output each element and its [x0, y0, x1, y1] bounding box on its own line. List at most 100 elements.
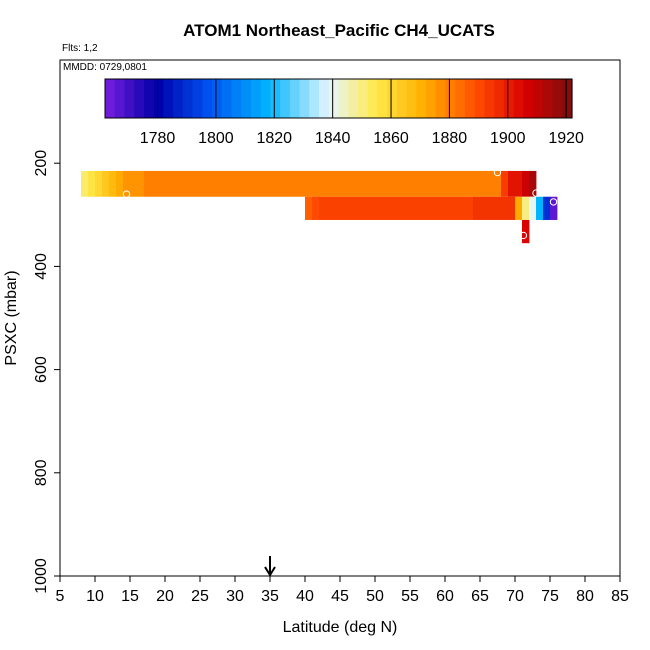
- x-tick-label: 40: [296, 588, 314, 605]
- data-cell: [312, 196, 320, 220]
- colorbar-segment: [484, 79, 495, 118]
- colorbar-segment: [143, 79, 155, 118]
- x-tick-label: 35: [261, 588, 279, 605]
- x-tick-label: 30: [226, 588, 244, 605]
- x-tick-label: 80: [576, 588, 594, 605]
- colorbar-segment: [153, 79, 164, 118]
- colorbar-tick-label: 1800: [198, 130, 234, 147]
- colorbar-segment: [426, 79, 437, 118]
- x-axis-label: Latitude (deg N): [283, 619, 398, 636]
- colorbar-segment: [280, 79, 291, 118]
- colorbar-segment: [494, 79, 505, 118]
- data-cell: [515, 196, 523, 220]
- colorbar-segment: [367, 79, 379, 118]
- x-tick-label: 55: [401, 588, 419, 605]
- colorbar: [104, 78, 573, 119]
- colorbar-segment: [377, 79, 388, 118]
- colorbar-segment: [241, 79, 252, 118]
- x-tick-label: 85: [611, 588, 629, 605]
- chart-title: ATOM1 Northeast_Pacific CH4_UCATS: [183, 21, 495, 40]
- y-tick-label: 600: [33, 356, 50, 383]
- colorbar-segment: [182, 79, 194, 118]
- marker-arrow-head: [264, 566, 276, 577]
- x-tick-label: 70: [506, 588, 524, 605]
- data-cell: [522, 196, 530, 220]
- x-tick-label: 10: [86, 588, 104, 605]
- x-tick-label: 50: [366, 588, 384, 605]
- x-tick-label: 45: [331, 588, 349, 605]
- data-cell: [102, 170, 110, 197]
- colorbar-tick-label: 1780: [140, 130, 176, 147]
- data-cell: [116, 170, 124, 197]
- colorbar-segment: [328, 79, 340, 118]
- colorbar-segment: [464, 79, 476, 118]
- data-cells: [81, 170, 558, 244]
- colorbar-segment: [309, 79, 320, 118]
- colorbar-segment: [562, 79, 573, 118]
- data-cell: [88, 170, 96, 197]
- y-tick-label: 200: [33, 150, 50, 177]
- data-cell: [95, 170, 103, 197]
- colorbar-segment: [163, 79, 174, 118]
- colorbar-segment: [513, 79, 524, 118]
- colorbar-segment: [192, 79, 203, 118]
- colorbar-segment: [445, 79, 456, 118]
- data-cell: [144, 170, 502, 197]
- y-axis-label: PSXC (mbar): [3, 270, 20, 365]
- data-cell: [529, 196, 537, 220]
- data-cell: [305, 196, 313, 220]
- x-tick-label: 25: [191, 588, 209, 605]
- colorbar-segment: [114, 79, 126, 118]
- data-cell: [536, 196, 544, 220]
- colorbar-segment: [435, 79, 447, 118]
- data-cell: [550, 196, 558, 220]
- colorbar-segment: [387, 79, 398, 118]
- data-cell: [543, 196, 551, 220]
- data-cell: [508, 170, 523, 197]
- data-cell: [109, 170, 117, 197]
- x-tick-label: 20: [156, 588, 174, 605]
- x-tick-label: 75: [541, 588, 559, 605]
- colorbar-tick-label: 1820: [256, 130, 292, 147]
- colorbar-segment: [134, 79, 145, 118]
- colorbar-segment: [455, 79, 466, 118]
- colorbar-segment: [523, 79, 534, 118]
- y-axis: 200 400 600 800 1000: [33, 150, 60, 594]
- colorbar-segment: [406, 79, 417, 118]
- data-cell: [123, 170, 145, 197]
- data-point: [549, 198, 558, 206]
- x-axis: 5 10 15 20 25 30 35 40 45 50 55 60 65 70 75 80 85: [56, 576, 629, 605]
- colorbar-segment: [231, 79, 242, 118]
- data-point: [122, 190, 131, 198]
- colorbar-segment: [348, 79, 359, 118]
- colorbar-segment: [503, 79, 515, 118]
- colorbar-segment: [533, 79, 544, 118]
- colorbar-segment: [270, 79, 281, 118]
- data-cell: [522, 170, 530, 197]
- colorbar-ticks: 1780 1800 1820 1840 1860 1880 1900 1920: [140, 79, 584, 147]
- data-cell: [473, 196, 516, 220]
- colorbar-segment: [299, 79, 310, 118]
- colorbar-tick-label: 1880: [432, 130, 468, 147]
- colorbar-segment: [542, 79, 554, 118]
- colorbar-tick-label: 1860: [373, 130, 409, 147]
- data-cell: [522, 219, 530, 244]
- latitude-marker: [264, 556, 276, 577]
- colorbar-segment: [221, 79, 233, 118]
- colorbar-segment: [319, 79, 330, 118]
- colorbar-segment: [173, 79, 184, 118]
- date-note: MMDD: 0729,0801: [63, 62, 147, 73]
- colorbar-segment: [105, 79, 116, 118]
- data-point: [519, 231, 528, 240]
- y-tick-label: 800: [33, 459, 50, 486]
- colorbar-segment: [357, 79, 369, 118]
- flights-note: Flts: 1,2: [62, 43, 98, 54]
- colorbar-frame: [104, 78, 573, 119]
- y-tick-label: 400: [33, 253, 50, 280]
- x-tick-label: 5: [56, 588, 65, 605]
- colorbar-segment: [289, 79, 301, 118]
- x-tick-label: 60: [436, 588, 454, 605]
- data-point: [493, 168, 502, 177]
- colorbar-segment: [474, 79, 486, 118]
